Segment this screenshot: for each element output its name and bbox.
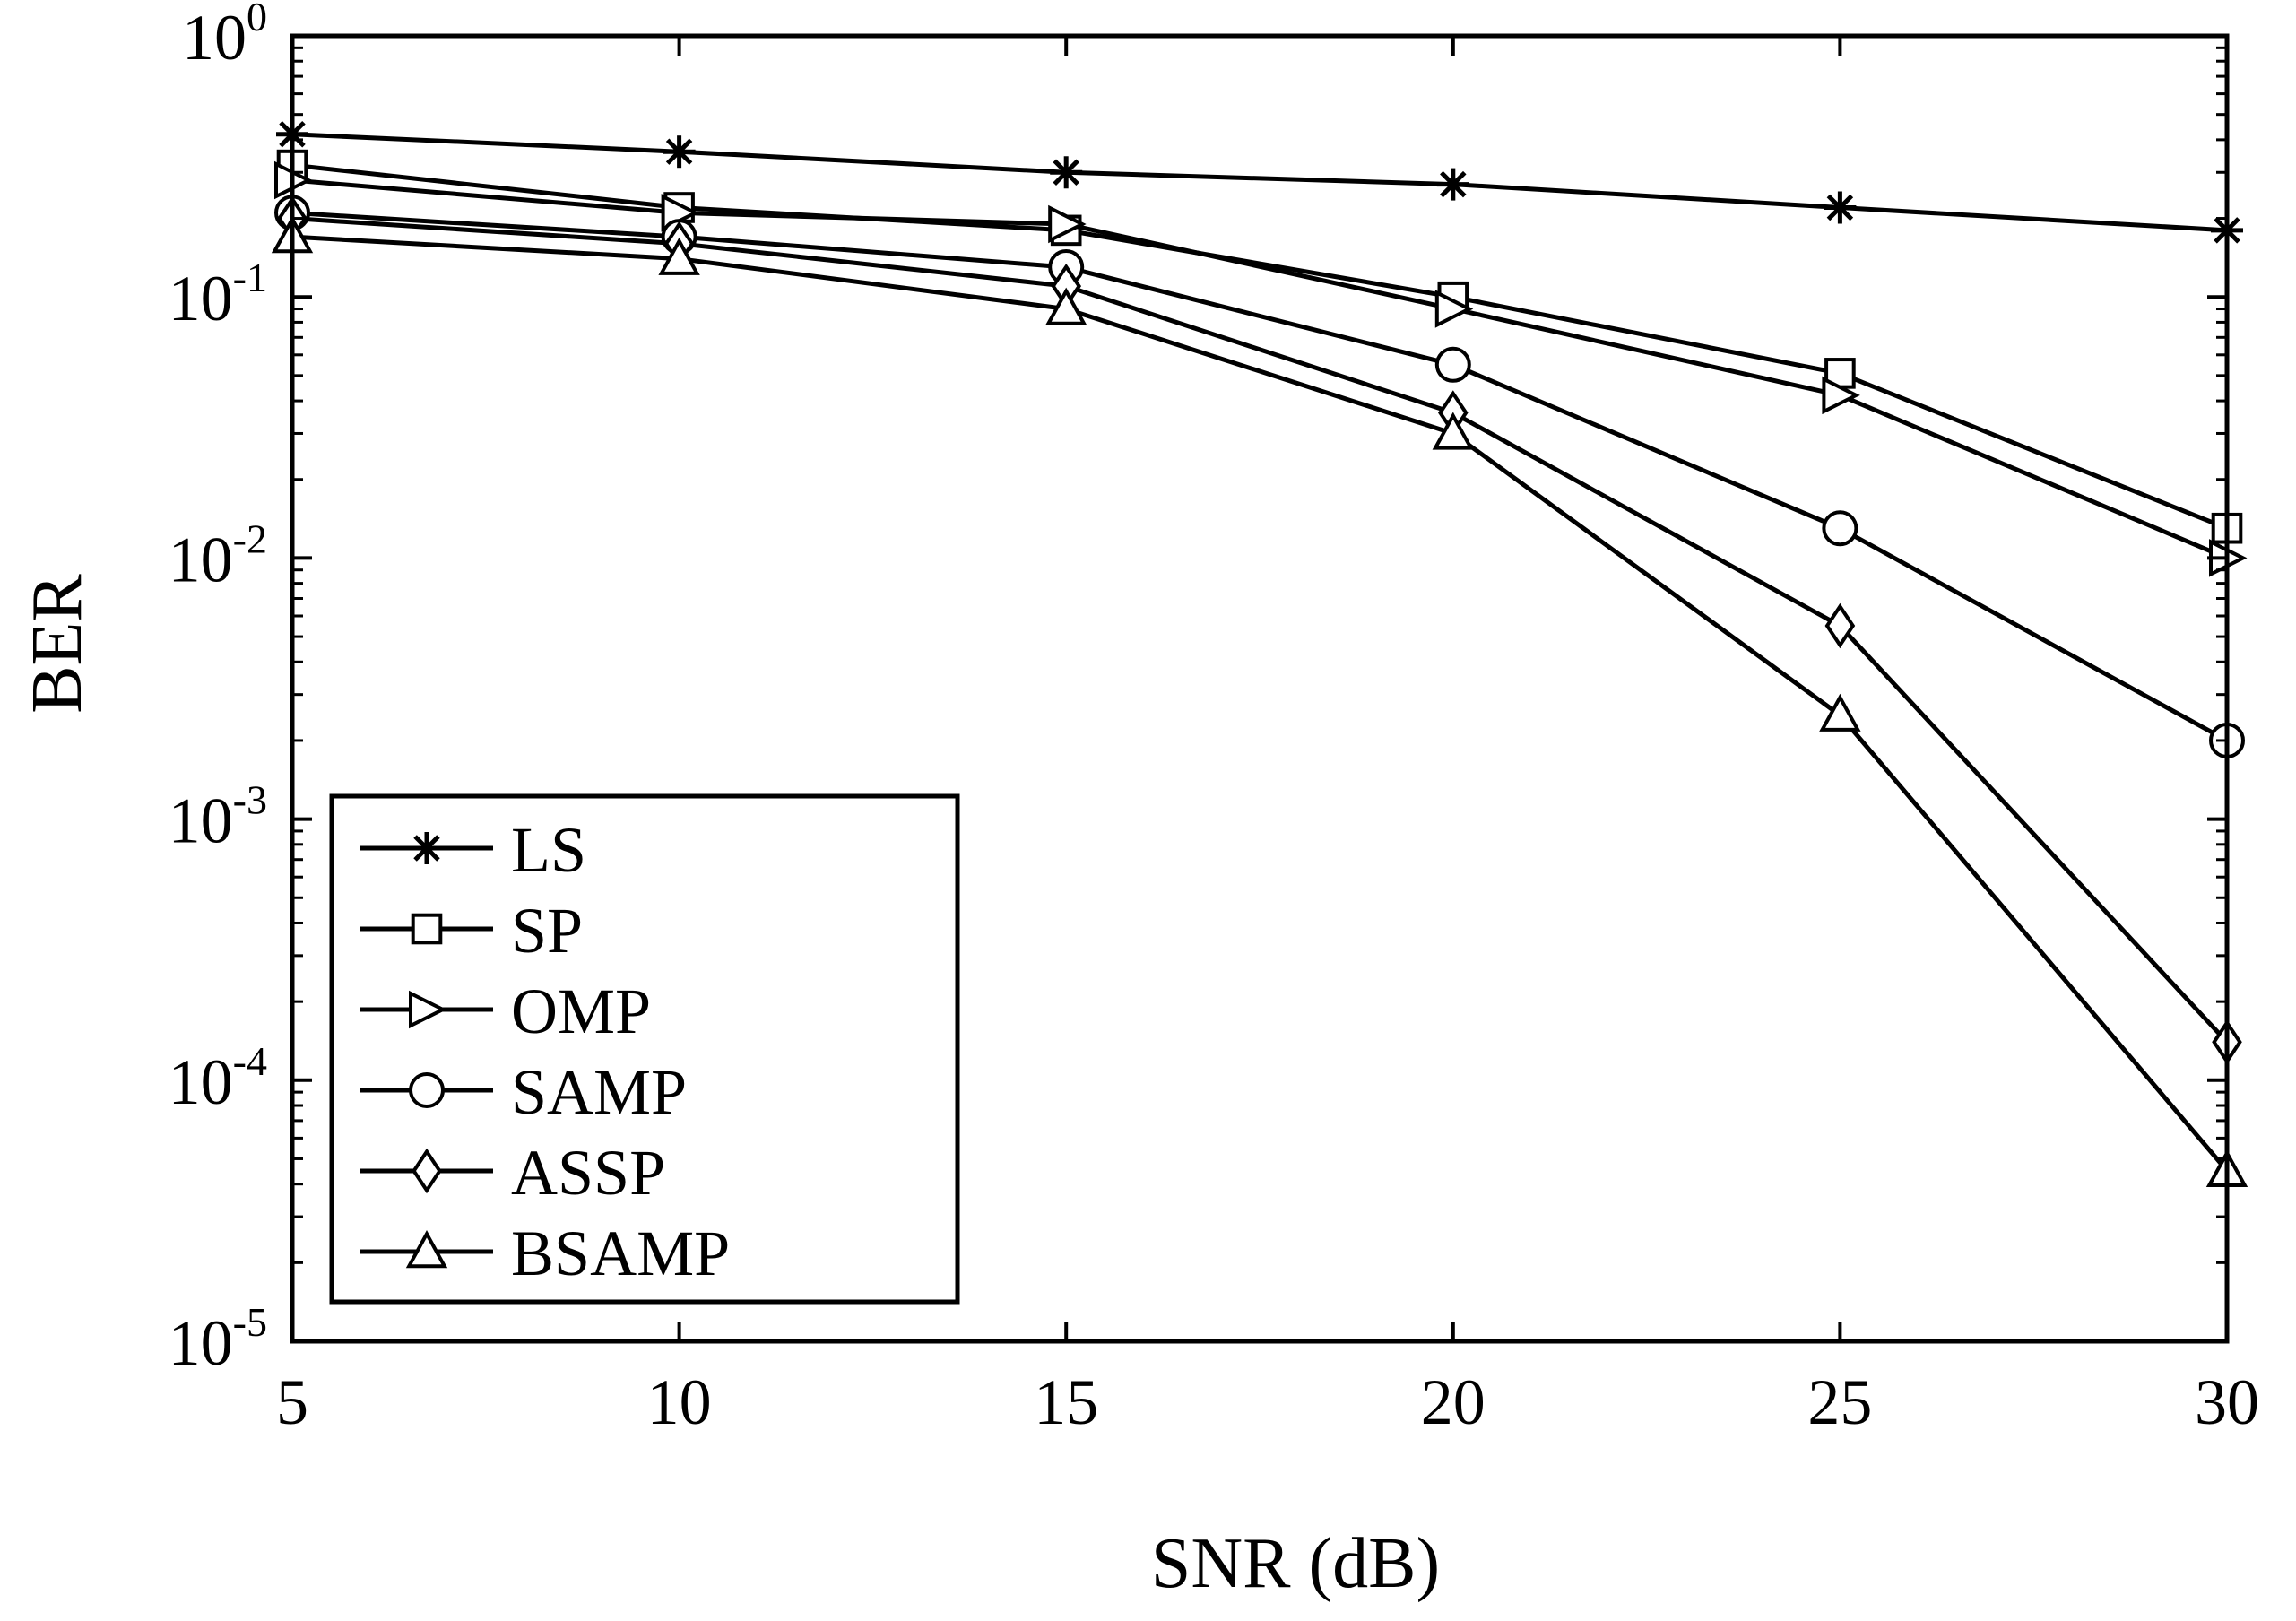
y-tick-label: 10-3 (169, 777, 267, 857)
x-tick-label: 20 (1421, 1366, 1486, 1438)
plot-frame (290, 33, 2230, 1344)
y-tick-label: 100 (182, 0, 267, 74)
legend-item-samp: SAMP (360, 1056, 687, 1128)
data-point-ls (663, 135, 696, 169)
legend-label-sp: SP (511, 895, 583, 967)
series-line-samp (291, 210, 2229, 743)
legend-marker-bsamp (405, 1230, 448, 1269)
series-sp (276, 149, 2243, 544)
data-point-omp (1822, 376, 1860, 415)
legend-label-bsamp: BSAMP (511, 1218, 730, 1289)
data-point-ls (1050, 156, 1083, 189)
legend-label-assp: ASSP (511, 1137, 665, 1209)
legend-item-ls: LS (360, 814, 586, 886)
series-samp (274, 195, 2245, 758)
series-ls (276, 117, 2243, 247)
legend-marker-assp (412, 1148, 442, 1194)
legend-box (329, 793, 960, 1305)
y-axis-label: BER (18, 574, 97, 714)
x-axis-label: SNR (dB) (1151, 1524, 1440, 1603)
legend-marker-ls (411, 832, 443, 864)
series-line-omp (291, 178, 2228, 560)
x-tick-label: 10 (647, 1366, 712, 1438)
legend-item-assp: ASSP (360, 1137, 665, 1209)
data-point-ls (1824, 191, 1857, 224)
legend-item-sp: SP (360, 895, 583, 967)
y-tick-label: 10-4 (169, 1038, 267, 1118)
data-point-samp (1822, 510, 1858, 547)
data-point-omp (1434, 290, 1474, 328)
series-line-ls (291, 132, 2228, 233)
series-line-bsamp (291, 234, 2229, 1173)
data-point-bsamp (1045, 287, 1087, 325)
legend-marker-sp (411, 913, 443, 945)
data-point-ls (1436, 168, 1469, 201)
x-tick-label: 25 (1807, 1366, 1872, 1438)
data-point-samp (1434, 346, 1471, 383)
legend-label-omp: OMP (511, 975, 651, 1047)
series-line-assp (291, 216, 2229, 1044)
x-tick-label: 30 (2195, 1366, 2259, 1438)
legend: LS SP OMP SAMP ASSP BSAMP (329, 793, 960, 1305)
data-point-assp (1824, 602, 1856, 649)
x-tick-label: 5 (276, 1366, 308, 1438)
legend-item-bsamp: BSAMP (360, 1218, 730, 1289)
legend-label-samp: SAMP (511, 1056, 687, 1128)
data-point-bsamp (1819, 693, 1861, 732)
y-tick-label: 10-5 (169, 1299, 267, 1379)
x-tick-label: 15 (1034, 1366, 1098, 1438)
series-bsamp (271, 215, 2248, 1187)
y-tick-label: 10-2 (169, 516, 267, 595)
series-line-sp (291, 162, 2228, 531)
data-point-bsamp (658, 237, 700, 275)
legend-label-ls: LS (511, 814, 586, 886)
legend-marker-omp (409, 990, 447, 1029)
data-point-omp (1048, 204, 1087, 244)
legend-marker-samp (409, 1072, 445, 1108)
y-tick-label: 10-1 (169, 255, 267, 334)
axes-layer: 5 10 15 20 25 30 100 10-1 10-2 10-3 10-4 10-5 SNR (d… (18, 0, 2259, 1603)
legend-item-omp: OMP (360, 975, 651, 1047)
data-point-bsamp (1432, 412, 1474, 450)
